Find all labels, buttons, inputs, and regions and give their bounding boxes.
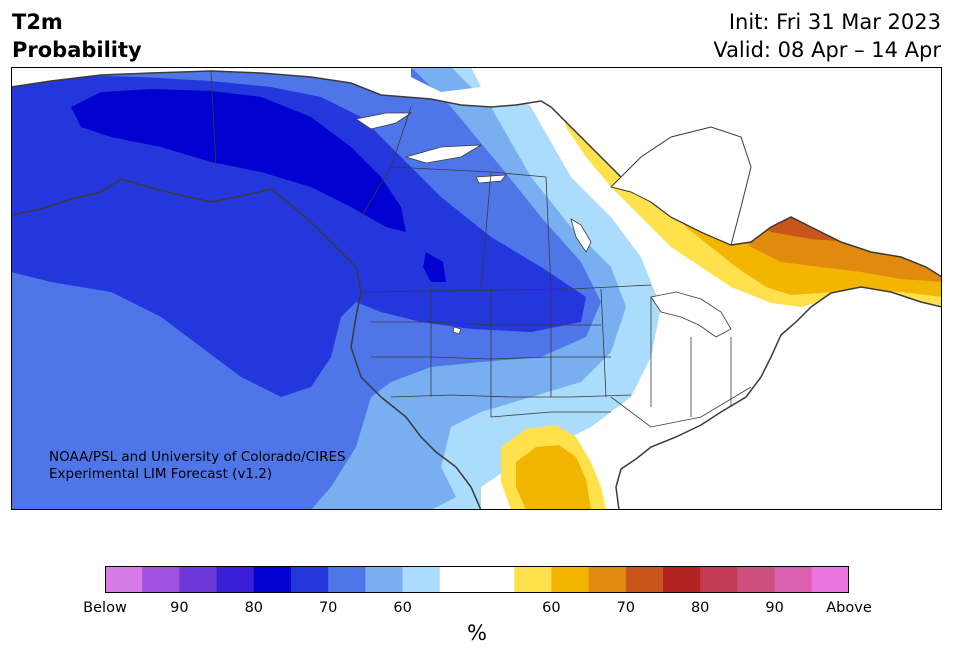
alaska-coast xyxy=(11,178,482,510)
shade-below-80 xyxy=(71,89,406,232)
valid-range: Valid: 08 Apr – 14 Apr xyxy=(713,38,941,62)
colorbar-tick-label: 60 xyxy=(393,600,412,616)
colorbar-segment xyxy=(477,566,515,593)
colorbar-segment xyxy=(588,566,627,593)
colorbar-segment xyxy=(663,566,701,593)
colorbar-segment xyxy=(291,566,329,593)
hudson-bay xyxy=(610,126,752,246)
political-borders xyxy=(210,70,752,428)
units-label: % xyxy=(467,621,487,645)
coastline xyxy=(11,70,942,510)
colorbar-segment xyxy=(439,566,478,593)
colorbar-segment xyxy=(551,566,589,593)
shade-above-60-south xyxy=(516,445,591,510)
colorbar-segment xyxy=(774,566,813,593)
colorbar-segment xyxy=(328,566,366,593)
colorbar-tick-label: 70 xyxy=(318,600,338,616)
credit-text: NOAA/PSL and University of Colorado/CIRE… xyxy=(49,449,346,483)
great-lakes xyxy=(650,291,732,338)
colorbar-segment xyxy=(142,566,180,593)
chart-title: T2m Probability xyxy=(12,8,142,64)
great-slave-lake xyxy=(354,112,413,130)
colorbar-segment xyxy=(216,566,255,593)
shade-below-70 xyxy=(11,75,586,397)
map-border xyxy=(11,67,942,510)
forecast-dates: Init: Fri 31 Mar 2023 Valid: 08 Apr – 14… xyxy=(713,8,941,64)
colorbar-tick-label: 60 xyxy=(542,600,561,616)
forecast-map xyxy=(11,67,942,510)
colorbar-segment xyxy=(700,566,738,593)
great-bear-lake xyxy=(404,144,482,164)
colorbar-tick-label: 70 xyxy=(616,600,636,616)
subtitle: Probability xyxy=(12,38,142,62)
colorbar-segment xyxy=(365,566,403,593)
credit-line-1: NOAA/PSL and University of Colorado/CIRE… xyxy=(49,449,346,465)
colorbar-segment xyxy=(811,566,849,593)
shade-below-80-interior xyxy=(423,252,446,282)
credit-line-2: Experimental LIM Forecast (v1.2) xyxy=(49,466,273,482)
lake-athabasca xyxy=(475,174,507,184)
colorbar-segment xyxy=(105,566,143,593)
colorbar-segment xyxy=(625,566,664,593)
colorbar-segment xyxy=(737,566,775,593)
colorbar xyxy=(105,566,849,593)
colorbar-tick-label: Above xyxy=(826,600,872,616)
colorbar-segment xyxy=(179,566,217,593)
colorbar-tick-label: Below xyxy=(83,600,127,616)
colorbar-tick-label: 90 xyxy=(765,600,784,616)
colorbar-tick-label: 80 xyxy=(244,600,264,616)
colorbar-tick-label: 90 xyxy=(170,600,189,616)
variable-name: T2m xyxy=(12,10,63,34)
colorbar-segment xyxy=(253,566,292,593)
colorbar-segment xyxy=(402,566,441,593)
colorbar-segment xyxy=(514,566,552,593)
init-date: Init: Fri 31 Mar 2023 xyxy=(728,10,941,34)
lake-winnipeg xyxy=(570,218,592,253)
great-salt-lake xyxy=(452,326,462,335)
colorbar-border xyxy=(105,566,849,593)
colorbar-tick-label: 80 xyxy=(690,600,710,616)
